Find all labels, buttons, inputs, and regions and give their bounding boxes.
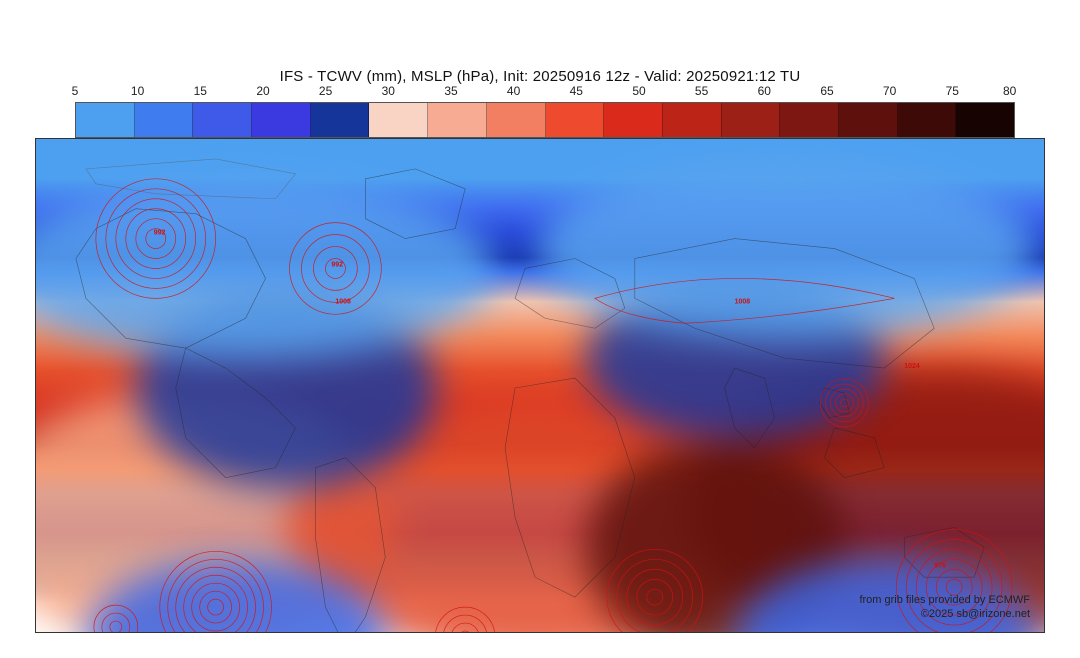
colorbar-band-2 (135, 103, 194, 137)
colorbar-band-1 (76, 103, 135, 137)
colorbar-band-4 (252, 103, 311, 137)
tick-45: 45 (570, 84, 583, 98)
tick-60: 60 (758, 84, 771, 98)
tick-15: 15 (194, 84, 207, 98)
colorbar-band-3 (193, 103, 252, 137)
colorbar-band-9 (546, 103, 605, 137)
watermark-credit: from grib files provided by ECMWF (859, 594, 1030, 606)
tick-10: 10 (131, 84, 144, 98)
colorbar-band-7 (428, 103, 487, 137)
colorbar-band-12 (722, 103, 781, 137)
colorbar-band-11 (663, 103, 722, 137)
tick-30: 30 (382, 84, 395, 98)
colorbar-band-14 (839, 103, 898, 137)
tick-5: 5 (72, 84, 79, 98)
svg-text:1024: 1024 (904, 363, 920, 370)
tcwv-colorbar (75, 102, 1015, 138)
colorbar-container: 5 10 15 20 25 30 35 40 45 50 55 60 65 70… (75, 84, 1015, 138)
colorbar-band-15 (898, 103, 957, 137)
colorbar-band-5 (311, 103, 370, 137)
tick-20: 20 (256, 84, 269, 98)
tick-35: 35 (444, 84, 457, 98)
svg-text:1008: 1008 (735, 298, 751, 305)
tcwv-mslp-map[interactable]: 605" r="8"/> 992 992 1008 1008 1024 1008… (35, 138, 1045, 633)
tick-55: 55 (695, 84, 708, 98)
svg-text:976: 976 (934, 562, 946, 569)
tick-65: 65 (820, 84, 833, 98)
colorbar-band-6 (369, 103, 428, 137)
tick-75: 75 (946, 84, 959, 98)
tick-25: 25 (319, 84, 332, 98)
watermark-copyright: ©2025 sb@irizone.net (921, 608, 1030, 620)
tick-40: 40 (507, 84, 520, 98)
page-title: IFS - TCWV (mm), MSLP (hPa), Init: 20250… (0, 68, 1080, 85)
colorbar-band-13 (780, 103, 839, 137)
tick-80: 80 (1003, 84, 1016, 98)
map-overlay-svg: 605" r="8"/> 992 992 1008 1008 1024 1008… (36, 139, 1044, 632)
tick-70: 70 (883, 84, 896, 98)
colorbar-band-8 (487, 103, 546, 137)
colorbar-ticks: 5 10 15 20 25 30 35 40 45 50 55 60 65 70… (75, 84, 1015, 100)
colorbar-band-10 (604, 103, 663, 137)
svg-text:1008: 1008 (335, 298, 351, 305)
colorbar-band-16 (956, 103, 1014, 137)
svg-text:992: 992 (154, 230, 166, 237)
tick-50: 50 (632, 84, 645, 98)
svg-text:992: 992 (331, 261, 343, 268)
